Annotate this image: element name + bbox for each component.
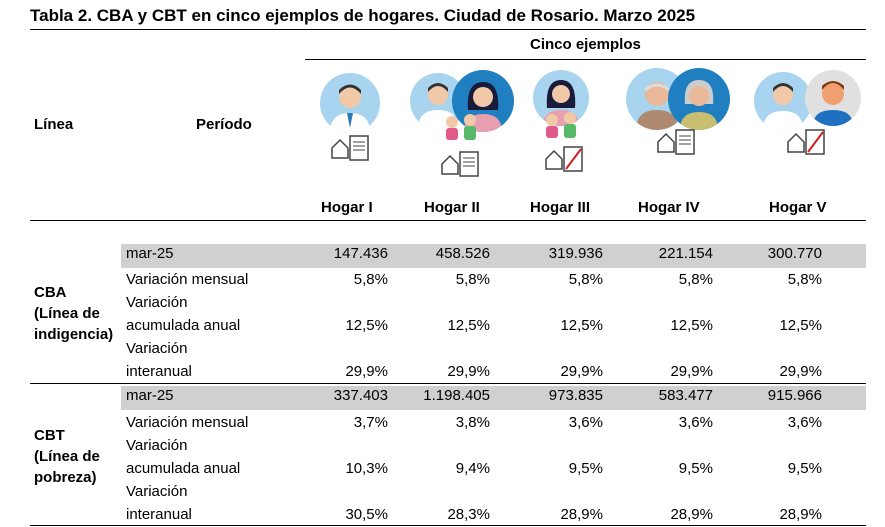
table-cell: 29,9%	[779, 363, 822, 380]
cbt-group-label: CBT (Línea de pobreza)	[34, 427, 100, 486]
table-cell: 10,3%	[345, 460, 388, 477]
table-cell: 28,9%	[670, 506, 713, 523]
period-label: mar-25	[126, 387, 174, 404]
col-header-periodo: Período	[196, 116, 252, 133]
cbt-highlight-row	[121, 386, 866, 410]
young-man-avatar-icon	[805, 70, 861, 126]
period-label: interanual	[126, 506, 192, 523]
table-cell: 337.403	[333, 387, 388, 404]
house-document-icon	[440, 150, 482, 185]
elderly-woman-avatar-icon	[668, 68, 730, 130]
table-title: Tabla 2. CBA y CBT en cinco ejemplos de …	[30, 6, 696, 25]
table-cell: 9,5%	[787, 460, 822, 477]
table-cell: 12,5%	[779, 317, 822, 334]
house-document-crossed-icon	[544, 145, 586, 180]
period-label: Variación mensual	[126, 271, 249, 288]
period-label: acumulada anual	[126, 460, 241, 477]
period-label: interanual	[126, 363, 192, 380]
period-label: Variación	[126, 340, 188, 357]
col-header-hogar-5: Hogar V	[769, 199, 827, 216]
house-document-crossed-icon	[786, 128, 828, 163]
table-cell: 5,8%	[678, 271, 713, 288]
table-cell: 3,7%	[353, 414, 388, 431]
house-document-icon	[330, 134, 372, 169]
period-label: acumulada anual	[126, 317, 241, 334]
table-cell: 28,3%	[447, 506, 490, 523]
table-cell: 29,9%	[670, 363, 713, 380]
house-document-icon	[656, 128, 698, 163]
period-label: mar-25	[126, 245, 174, 262]
period-label: Variación	[126, 483, 188, 500]
section-separator	[30, 383, 866, 384]
table-cell: 221.154	[658, 245, 713, 262]
table-cell: 3,6%	[787, 414, 822, 431]
children-icon	[440, 112, 486, 153]
group-header-rule	[305, 59, 866, 60]
table-cell: 973.835	[548, 387, 603, 404]
cba-group-label: CBA (Línea de indigencia)	[34, 284, 114, 343]
table-cell: 147.436	[333, 245, 388, 262]
col-header-hogar-4: Hogar IV	[638, 199, 700, 216]
col-header-hogar-3: Hogar III	[530, 199, 591, 216]
header-bottom-rule	[30, 220, 866, 221]
table-cell: 5,8%	[353, 271, 388, 288]
table-cell: 29,9%	[345, 363, 388, 380]
table-cell: 28,9%	[560, 506, 603, 523]
table-cell: 5,8%	[455, 271, 490, 288]
table-cell: 9,4%	[455, 460, 490, 477]
table-cell: 3,6%	[568, 414, 603, 431]
table-cell: 12,5%	[447, 317, 490, 334]
table-cell: 9,5%	[678, 460, 713, 477]
group-header: Cinco ejemplos	[530, 36, 641, 53]
table-cell: 915.966	[767, 387, 822, 404]
period-label: Variación mensual	[126, 414, 249, 431]
table-cell: 12,5%	[345, 317, 388, 334]
table-cell: 583.477	[658, 387, 713, 404]
man-avatar-icon	[320, 73, 380, 133]
table-cell: 1.198.405	[423, 387, 490, 404]
table-cell: 3,6%	[678, 414, 713, 431]
table-cell: 12,5%	[670, 317, 713, 334]
table-cell: 29,9%	[560, 363, 603, 380]
period-label: Variación	[126, 294, 188, 311]
table-cell: 30,5%	[345, 506, 388, 523]
children-icon	[540, 110, 586, 151]
table-cell: 300.770	[767, 245, 822, 262]
table-cell: 319.936	[548, 245, 603, 262]
period-label: Variación	[126, 437, 188, 454]
table-cell: 3,8%	[455, 414, 490, 431]
table-cell: 12,5%	[560, 317, 603, 334]
table-cell: 5,8%	[568, 271, 603, 288]
table-cell: 9,5%	[568, 460, 603, 477]
col-header-hogar-2: Hogar II	[424, 199, 480, 216]
col-header-linea: Línea	[34, 116, 74, 133]
cba-highlight-row	[121, 244, 866, 268]
table-cell: 28,9%	[779, 506, 822, 523]
title-rule	[30, 29, 866, 30]
table-cell: 458.526	[435, 245, 490, 262]
col-header-hogar-1: Hogar I	[321, 199, 373, 216]
table-cell: 5,8%	[787, 271, 822, 288]
man-avatar-icon	[754, 72, 812, 130]
table-bottom-rule	[30, 525, 866, 526]
table-cell: 29,9%	[447, 363, 490, 380]
